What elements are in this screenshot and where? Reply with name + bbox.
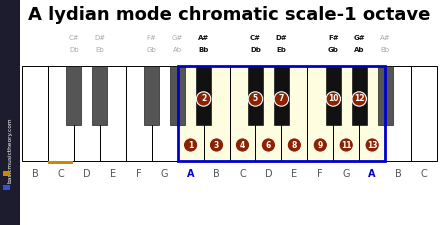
Text: Gb: Gb: [147, 47, 157, 53]
Text: basicmusictheory.com: basicmusictheory.com: [7, 117, 12, 183]
Bar: [48, 161, 73, 164]
Bar: [66, 66, 81, 125]
Bar: [281, 66, 307, 161]
Text: F#: F#: [147, 35, 157, 41]
Circle shape: [287, 138, 301, 152]
Text: D: D: [264, 169, 272, 179]
Circle shape: [235, 138, 249, 152]
Bar: [100, 66, 126, 161]
Text: Bb: Bb: [198, 47, 209, 53]
Text: 3: 3: [214, 140, 219, 149]
Text: A#: A#: [198, 35, 209, 41]
Text: D#: D#: [275, 35, 287, 41]
Bar: [74, 66, 100, 161]
Text: Ab: Ab: [354, 47, 364, 53]
Text: F: F: [318, 169, 323, 179]
Bar: [230, 66, 256, 161]
Text: A#: A#: [380, 35, 390, 41]
Circle shape: [313, 138, 327, 152]
Text: C#: C#: [69, 35, 79, 41]
Bar: [3, 185, 10, 190]
Bar: [248, 66, 263, 125]
Bar: [359, 66, 385, 161]
Text: Db: Db: [250, 47, 261, 53]
Bar: [170, 66, 185, 125]
Text: 6: 6: [266, 140, 271, 149]
Circle shape: [261, 138, 275, 152]
Text: C: C: [239, 169, 246, 179]
Text: A lydian mode chromatic scale-1 octave: A lydian mode chromatic scale-1 octave: [28, 6, 431, 24]
Circle shape: [339, 138, 353, 152]
Text: E: E: [110, 169, 116, 179]
Text: Eb: Eb: [95, 47, 104, 53]
Circle shape: [209, 138, 224, 152]
Circle shape: [183, 138, 198, 152]
Text: G: G: [161, 169, 169, 179]
Text: 5: 5: [253, 94, 258, 104]
Text: Ab: Ab: [173, 47, 182, 53]
Circle shape: [326, 92, 341, 106]
Bar: [0, 0, 20, 225]
Text: C: C: [421, 169, 427, 179]
Text: 8: 8: [292, 140, 297, 149]
Bar: [22, 66, 48, 161]
Text: 2: 2: [201, 94, 206, 104]
Text: E: E: [291, 169, 297, 179]
Text: F: F: [136, 169, 142, 179]
Bar: [411, 66, 437, 161]
Bar: [274, 66, 289, 125]
Text: B: B: [395, 169, 401, 179]
Text: Bb: Bb: [381, 47, 390, 53]
Text: 13: 13: [367, 140, 378, 149]
Bar: [326, 66, 341, 125]
Bar: [48, 66, 74, 161]
Text: D: D: [83, 169, 91, 179]
Bar: [204, 66, 230, 161]
Bar: [307, 66, 333, 161]
Text: A: A: [187, 169, 194, 179]
Circle shape: [196, 92, 211, 106]
Bar: [352, 66, 367, 125]
Text: C: C: [58, 169, 64, 179]
Text: Gb: Gb: [328, 47, 339, 53]
Bar: [378, 66, 392, 125]
Text: 9: 9: [318, 140, 323, 149]
Text: G#: G#: [172, 35, 183, 41]
Text: G: G: [342, 169, 350, 179]
Text: B: B: [213, 169, 220, 179]
Bar: [178, 66, 204, 161]
Bar: [385, 66, 411, 161]
Bar: [3, 171, 10, 176]
Bar: [196, 66, 211, 125]
Text: 7: 7: [279, 94, 284, 104]
Bar: [152, 66, 178, 161]
Text: 12: 12: [354, 94, 364, 104]
Text: C#: C#: [250, 35, 261, 41]
Text: 10: 10: [328, 94, 338, 104]
Circle shape: [248, 92, 263, 106]
Text: 4: 4: [240, 140, 245, 149]
Bar: [178, 66, 385, 161]
Bar: [126, 66, 152, 161]
Text: 1: 1: [188, 140, 193, 149]
Text: F#: F#: [328, 35, 338, 41]
Text: Eb: Eb: [276, 47, 286, 53]
Circle shape: [365, 138, 379, 152]
Text: B: B: [32, 169, 38, 179]
Bar: [333, 66, 359, 161]
Text: G#: G#: [353, 35, 365, 41]
Circle shape: [352, 92, 367, 106]
Text: A: A: [368, 169, 376, 179]
Bar: [92, 66, 107, 125]
Bar: [256, 66, 281, 161]
Circle shape: [274, 92, 289, 106]
Text: 11: 11: [341, 140, 352, 149]
Text: D#: D#: [94, 35, 105, 41]
Bar: [144, 66, 159, 125]
Text: Db: Db: [69, 47, 79, 53]
